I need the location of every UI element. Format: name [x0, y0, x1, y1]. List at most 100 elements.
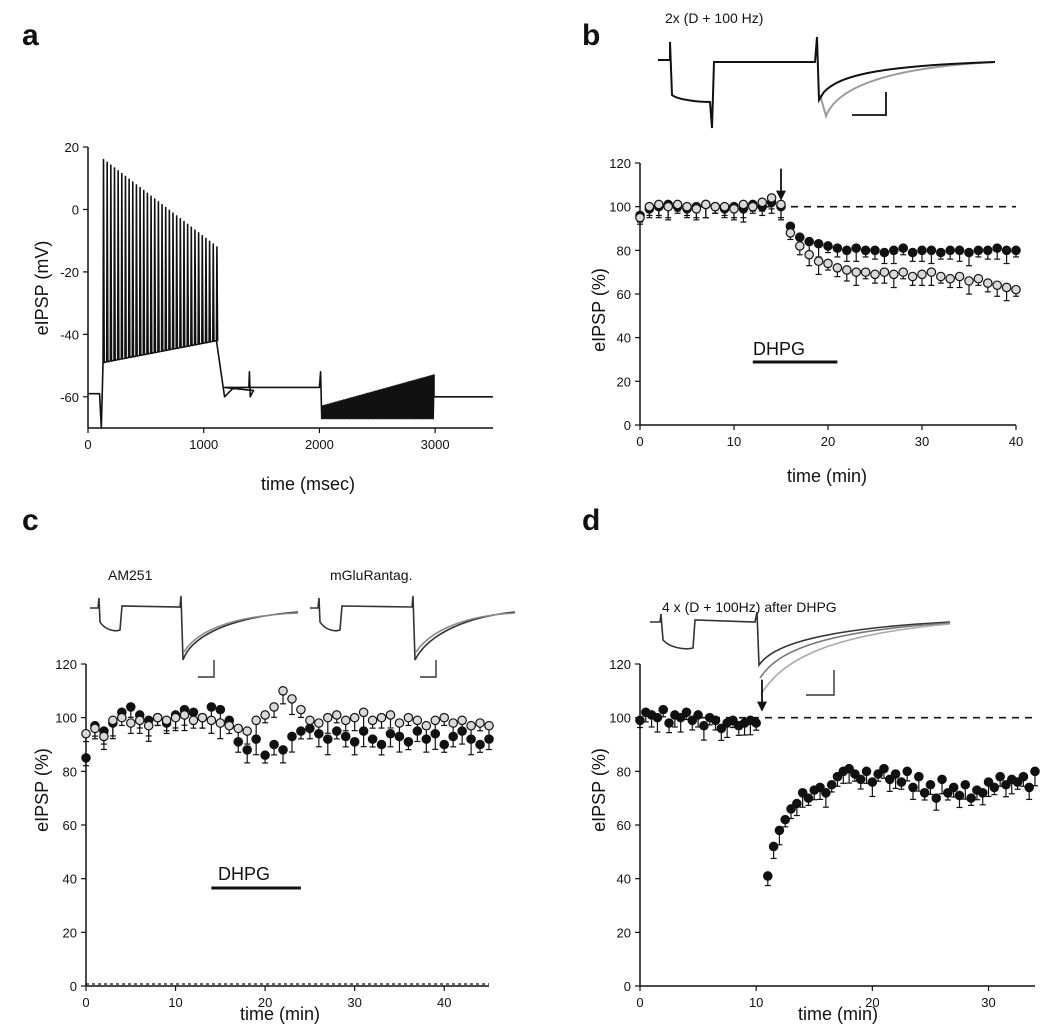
panel-d-point-filled: [948, 782, 959, 793]
panel-c-point-open: [412, 715, 423, 726]
panel-b-point-open: [1011, 284, 1021, 295]
panel-d-series-filled: [635, 704, 1040, 887]
panel-b-point-open: [700, 199, 711, 210]
panel-b-point-filled: [992, 243, 1002, 253]
panel-a-x-label: time (msec): [261, 474, 355, 494]
panel-b-point-open: [766, 193, 777, 203]
panel-c-point-open: [188, 715, 199, 726]
panel-b-inset-trace-gray: [819, 61, 996, 120]
panel-c-point-filled: [206, 702, 217, 712]
panel-c-inset-trace-am251: [90, 595, 299, 678]
panel-b-point-open: [926, 267, 937, 277]
panel-d-point-filled: [966, 793, 976, 803]
panel-b-inset-trace: [658, 36, 996, 129]
panel-letter-d: d: [582, 504, 600, 537]
panel-b-point-open: [851, 267, 861, 277]
panel-a-trace-group: [88, 158, 493, 429]
panel-a-y-tick-label: 0: [72, 202, 79, 217]
panel-b-y-tick-label: 80: [617, 243, 631, 258]
panel-a-y-tick-label: -40: [60, 327, 79, 342]
panel-c-y-label: eIPSP (%): [32, 748, 52, 832]
panel-c-point-open: [125, 718, 136, 728]
panel-c-point-open: [108, 715, 118, 726]
panel-b-point-open: [757, 197, 767, 208]
panel-d-point-filled: [797, 787, 808, 798]
panel-b-point-open: [776, 199, 786, 210]
panel-c-y-tick-label: 100: [55, 711, 77, 726]
panel-b-point-open: [682, 201, 692, 212]
panel-c-x-tick-label: 20: [258, 995, 272, 1010]
panel-c-point-filled: [269, 739, 279, 750]
panel-b-point-open: [964, 276, 974, 286]
panel-c-point-open: [340, 715, 351, 726]
panel-b-y-tick-label: 100: [609, 200, 631, 215]
panel-d-x-tick-label: 20: [865, 995, 879, 1010]
panel-b-point-filled: [794, 232, 805, 243]
panel-b-point-filled: [879, 247, 890, 258]
panel-c-point-open: [457, 715, 467, 726]
panel-c-y-tick-label: 60: [63, 818, 77, 833]
panel-c-point-filled: [331, 726, 342, 736]
panel-b-point-open: [888, 269, 899, 280]
panel-a-y-tick-label: -20: [60, 265, 79, 280]
plot-layer: 200-20-40-600 1000 2000 3000020406080100120…: [55, 140, 1040, 1010]
panel-c-point-filled: [403, 737, 414, 747]
panel-c-point-filled: [260, 750, 270, 761]
panel-d-point-filled: [989, 782, 1000, 793]
panel-b-point-open: [973, 273, 984, 284]
panel-c-point-open: [475, 718, 485, 728]
panel-b-point-open: [747, 201, 758, 212]
panel-c-point-filled: [242, 745, 252, 755]
panel-c-point-open: [421, 720, 432, 731]
panel-d-point-filled: [960, 779, 971, 790]
panel-d-point-filled: [710, 715, 721, 726]
panel-b-point-filled: [964, 247, 974, 258]
panel-c-point-open: [117, 712, 127, 723]
panel-b-point-filled: [982, 245, 993, 256]
panel-d-point-filled: [652, 712, 663, 723]
panel-d-inset-label: 4 x (D + 100Hz) after DHPG: [662, 599, 837, 615]
panel-c-point-open: [99, 731, 109, 742]
panel-b-point-open: [635, 212, 645, 223]
panel-d-point-filled: [908, 782, 918, 793]
panel-d-point-filled: [635, 715, 645, 726]
panel-d-point-filled: [681, 707, 692, 718]
panel-c: AM251 mGluRantag. eIPSP (%) time (min) D…: [32, 567, 516, 1024]
panel-c-y-tick-label: 20: [63, 925, 77, 940]
panel-d-point-filled: [664, 718, 674, 728]
panel-c-y-tick-label: 80: [63, 764, 77, 779]
panel-d-point-filled: [792, 798, 802, 809]
panel-b-point-filled: [888, 245, 899, 256]
panel-c-point-open: [206, 715, 217, 726]
panel-b-point-open: [691, 204, 702, 214]
panel-b-point-filled: [823, 241, 833, 251]
panel-b-point-open: [644, 201, 655, 212]
panel-a-y-tick-label: 20: [65, 140, 79, 155]
panel-b-point-filled: [954, 245, 965, 256]
panel-b-point-filled: [813, 238, 824, 249]
panel-c-point-open: [197, 712, 208, 723]
panel-b-point-open: [823, 258, 833, 269]
panel-a: eIPSP (mV) time (msec): [32, 241, 355, 494]
panel-c-point-filled: [287, 731, 297, 742]
panel-b-point-filled: [898, 243, 908, 253]
panel-a-x-tick-label: 0: [84, 437, 91, 452]
panel-b-point-filled: [841, 245, 852, 256]
panel-d-point-filled: [884, 774, 895, 785]
panel-c-point-open: [403, 712, 414, 723]
panel-c-point-filled: [215, 704, 226, 715]
panel-b-point-filled: [851, 243, 861, 253]
panel-c-point-open: [305, 715, 315, 726]
panel-c-point-open: [430, 715, 441, 726]
panel-c-point-open: [484, 720, 494, 731]
panel-b-point-filled: [832, 243, 843, 253]
panel-c-point-filled: [376, 739, 387, 750]
panel-d-point-filled: [925, 779, 936, 790]
panel-c-point-open: [152, 712, 163, 723]
panel-d-x-label: time (min): [798, 1004, 878, 1024]
panel-d-point-filled: [879, 763, 889, 774]
panel-d-point-filled: [1030, 766, 1040, 777]
panel-d-point-filled: [977, 787, 988, 798]
panel-letter-c: c: [22, 504, 39, 537]
panel-d-point-filled: [983, 777, 994, 787]
